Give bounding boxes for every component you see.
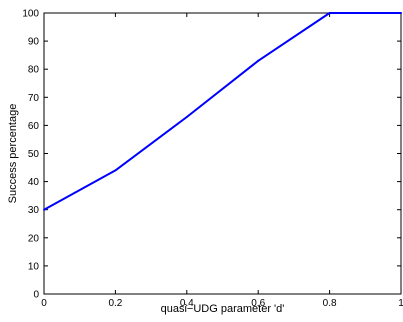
- y-axis-label: Success percentage: [7, 104, 19, 204]
- y-tick-label: 90: [28, 37, 40, 48]
- y-tick-label: 70: [28, 93, 40, 104]
- x-tick-label: 0.8: [323, 298, 337, 309]
- data-point: [114, 169, 117, 172]
- x-tick-label: 0.6: [251, 298, 265, 309]
- data-point: [185, 115, 188, 118]
- plot-area: [43, 12, 402, 295]
- data-point: [328, 12, 331, 14]
- x-tick-label: 0: [41, 298, 47, 309]
- data-point: [400, 12, 402, 14]
- x-tick-label: 0.4: [180, 298, 194, 309]
- y-tick-label: 100: [22, 9, 39, 20]
- y-tick-label: 60: [28, 121, 40, 132]
- y-tick-label: 0: [33, 290, 39, 301]
- x-tick-label: 0.2: [108, 298, 122, 309]
- y-tick-labels: 0 10 20 30 40 50 60 70 80 90 100: [22, 9, 39, 301]
- x-tick-label: 1: [398, 298, 403, 309]
- y-tick-label: 80: [28, 65, 40, 76]
- y-tick-label: 30: [28, 205, 40, 216]
- x-axis-label: quasi−UDG parameter 'd': [161, 303, 285, 315]
- y-tick-label: 50: [28, 149, 40, 160]
- series-layer: [43, 12, 402, 211]
- y-tick-label: 40: [28, 177, 40, 188]
- data-point: [257, 59, 260, 62]
- series-line-0: [43, 12, 401, 211]
- y-tick-label: 20: [28, 233, 40, 244]
- x-tick-labels: 0 0.2 0.4 0.6 0.8 1: [41, 298, 403, 309]
- y-tick-label: 10: [28, 261, 40, 272]
- data-point: [43, 208, 45, 211]
